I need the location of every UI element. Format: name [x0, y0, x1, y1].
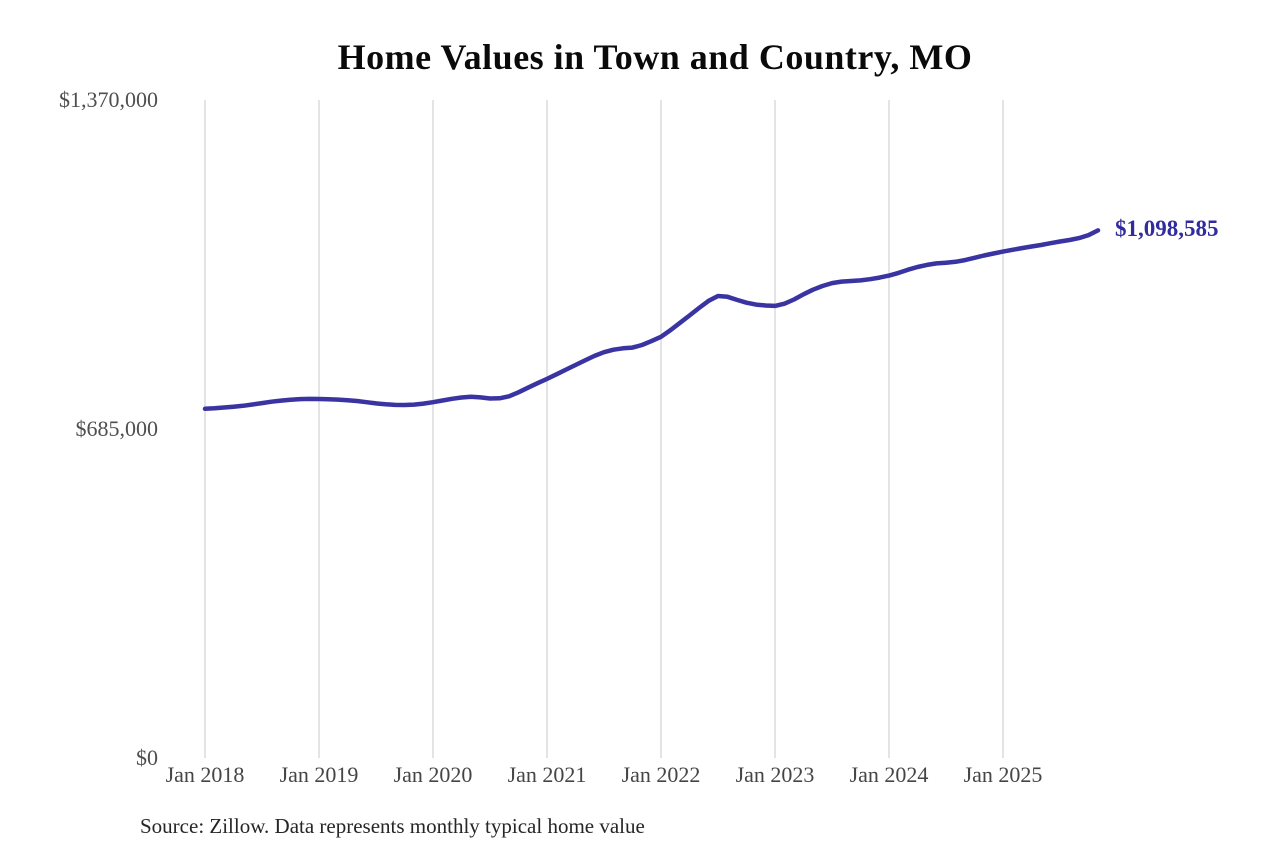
- y-tick-label: $1,370,000: [59, 87, 158, 112]
- y-tick-label: $0: [136, 745, 158, 770]
- x-tick-label: Jan 2022: [621, 762, 701, 787]
- x-tick-label: Jan 2023: [735, 762, 815, 787]
- home-value-line: [202, 228, 1101, 412]
- x-tick-label: Jan 2025: [963, 762, 1043, 787]
- x-tick-label: Jan 2018: [165, 762, 245, 787]
- x-tick-label: Jan 2024: [849, 762, 929, 787]
- chart-title: Home Values in Town and Country, MO: [337, 37, 973, 77]
- x-tick-label: Jan 2021: [507, 762, 587, 787]
- source-note: Source: Zillow. Data represents monthly …: [140, 814, 645, 838]
- x-tick-label: Jan 2020: [393, 762, 473, 787]
- latest-value-label: $1,098,585: [1115, 216, 1219, 242]
- y-tick-label: $685,000: [75, 416, 159, 441]
- x-tick-label: Jan 2019: [279, 762, 359, 787]
